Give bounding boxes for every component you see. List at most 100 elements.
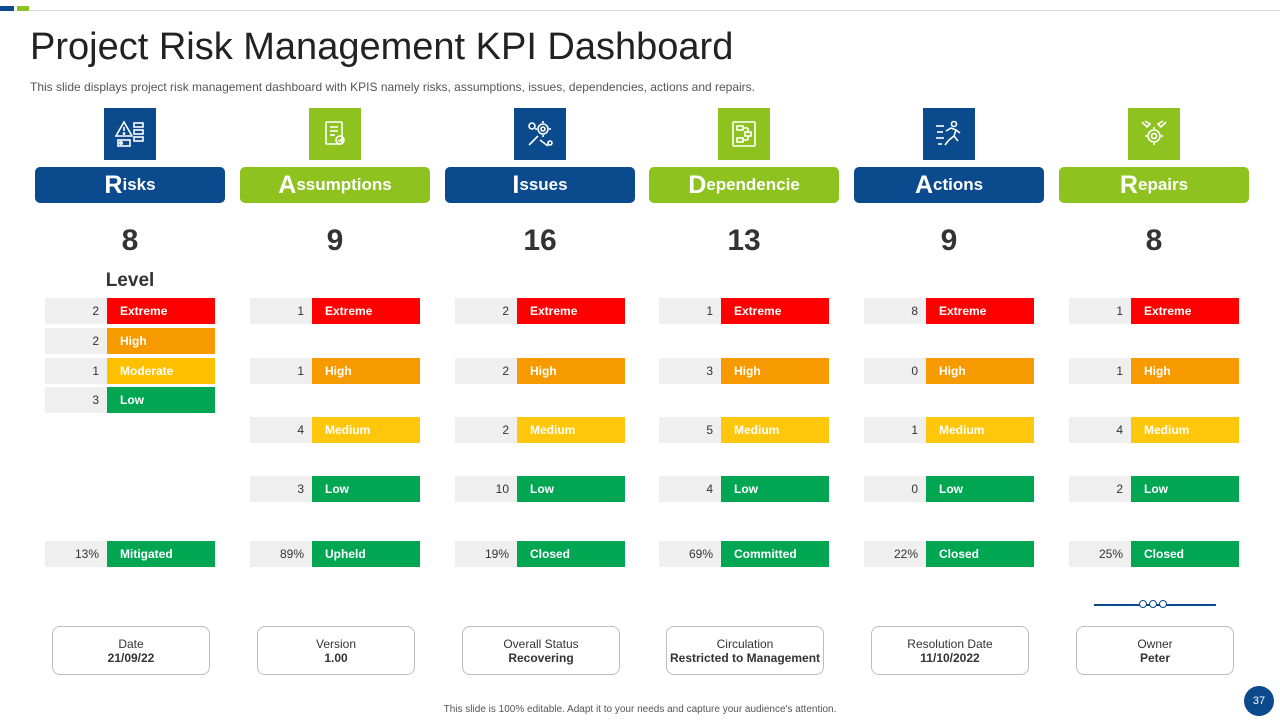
level-row-medium: 5 Medium: [659, 417, 829, 443]
status-row: 25% Closed: [1069, 541, 1239, 567]
status-label: Closed: [926, 541, 1034, 567]
level-label-medium: Medium: [1131, 417, 1239, 443]
status-percent: 22%: [864, 541, 926, 567]
level-row-extreme: 2 Extreme: [45, 298, 215, 324]
top-divider: [30, 10, 1280, 11]
level-row-high: 0 High: [864, 358, 1034, 384]
count: 2: [455, 358, 517, 384]
status-percent: 19%: [455, 541, 517, 567]
count: 3: [659, 358, 721, 384]
total-count: 13: [727, 224, 761, 257]
level-row-medium: 2 Medium: [455, 417, 625, 443]
level-label-medium: Medium: [721, 417, 829, 443]
count: 2: [455, 417, 517, 443]
level-label-high: High: [926, 358, 1034, 384]
level-label: Level: [105, 270, 155, 291]
status-row: 69% Committed: [659, 541, 829, 567]
accent-bar-blue: [0, 6, 14, 11]
level-row-medium: 1 Medium: [864, 417, 1034, 443]
info-box-resolution-date: Resolution Date 11/10/2022: [871, 626, 1029, 675]
total-count: 16: [523, 224, 557, 257]
level-row-low: 3 Low: [250, 476, 420, 502]
info-label: Owner: [1137, 636, 1173, 651]
info-value: Peter: [1139, 650, 1171, 665]
info-value: Recovering: [508, 650, 574, 665]
owner-dots-decoration: [1139, 600, 1167, 608]
count: 1: [1069, 298, 1131, 324]
level-row-medium: 4 Medium: [1069, 417, 1239, 443]
level-row-high: 2 High: [455, 358, 625, 384]
level-row-extreme: 8 Extreme: [864, 298, 1034, 324]
dependency-flowchart-icon: [718, 108, 770, 160]
count: 10: [455, 476, 517, 502]
level-row-extreme: 1 Extreme: [659, 298, 829, 324]
count: 0: [864, 476, 926, 502]
count: 2: [1069, 476, 1131, 502]
total-count: 8: [1145, 224, 1163, 257]
info-box-overall-status: Overall Status Recovering: [462, 626, 620, 675]
level-row-low: 4 Low: [659, 476, 829, 502]
info-value: 1.00: [324, 650, 348, 665]
count: 1: [45, 358, 107, 384]
status-label: Committed: [721, 541, 829, 567]
status-percent: 25%: [1069, 541, 1131, 567]
status-label: Upheld: [312, 541, 420, 567]
total-count: 9: [940, 224, 958, 257]
level-label-low: Low: [926, 476, 1034, 502]
count: 2: [45, 328, 107, 354]
level-label-low: Low: [312, 476, 420, 502]
issues-gear-icon: [514, 108, 566, 160]
status-row: 22% Closed: [864, 541, 1034, 567]
level-row-extreme: 1 Extreme: [1069, 298, 1239, 324]
count: 1: [250, 358, 312, 384]
count: 1: [250, 298, 312, 324]
level-label-medium: Medium: [517, 417, 625, 443]
status-row: 13% Mitigated: [45, 541, 215, 567]
level-row-high: 3 High: [659, 358, 829, 384]
page-title: Project Risk Management KPI Dashboard: [30, 26, 734, 68]
page-subtitle: This slide displays project risk managem…: [30, 80, 756, 94]
status-label: Mitigated: [107, 541, 215, 567]
status-row: 19% Closed: [455, 541, 625, 567]
info-value: 21/09/22: [107, 650, 155, 665]
risk-warning-icon: [104, 108, 156, 160]
level-label-extreme: Extreme: [107, 298, 215, 324]
level-label-extreme: Extreme: [926, 298, 1034, 324]
count: 3: [45, 387, 107, 413]
level-label-low: Low: [517, 476, 625, 502]
level-row-extreme: 1 Extreme: [250, 298, 420, 324]
level-label-high: High: [517, 358, 625, 384]
level-row-high: 1 High: [1069, 358, 1239, 384]
level-row-high: 1 High: [250, 358, 420, 384]
level-label-extreme: Extreme: [1131, 298, 1239, 324]
level-label-extreme: Extreme: [517, 298, 625, 324]
count: 5: [659, 417, 721, 443]
level-label-high: High: [1131, 358, 1239, 384]
count: 2: [45, 298, 107, 324]
info-value: Restricted to Management: [669, 650, 821, 665]
count: 2: [455, 298, 517, 324]
count: 3: [250, 476, 312, 502]
info-value: 11/10/2022: [920, 650, 980, 665]
repairs-wrench-gear-icon: [1128, 108, 1180, 160]
info-box-version: Version 1.00: [257, 626, 415, 675]
page-number-badge: 37: [1244, 686, 1274, 716]
level-row-high: 2 High: [45, 328, 215, 354]
total-count: 8: [121, 224, 139, 257]
count: 1: [1069, 358, 1131, 384]
info-label: Overall Status: [503, 636, 579, 651]
level-label-medium: Medium: [312, 417, 420, 443]
info-label: Date: [118, 636, 144, 651]
info-box-circulation: Circulation Restricted to Management: [666, 626, 824, 675]
status-row: 89% Upheld: [250, 541, 420, 567]
info-box-owner: Owner Peter: [1076, 626, 1234, 675]
level-label-low: Low: [721, 476, 829, 502]
actions-runner-icon: [923, 108, 975, 160]
